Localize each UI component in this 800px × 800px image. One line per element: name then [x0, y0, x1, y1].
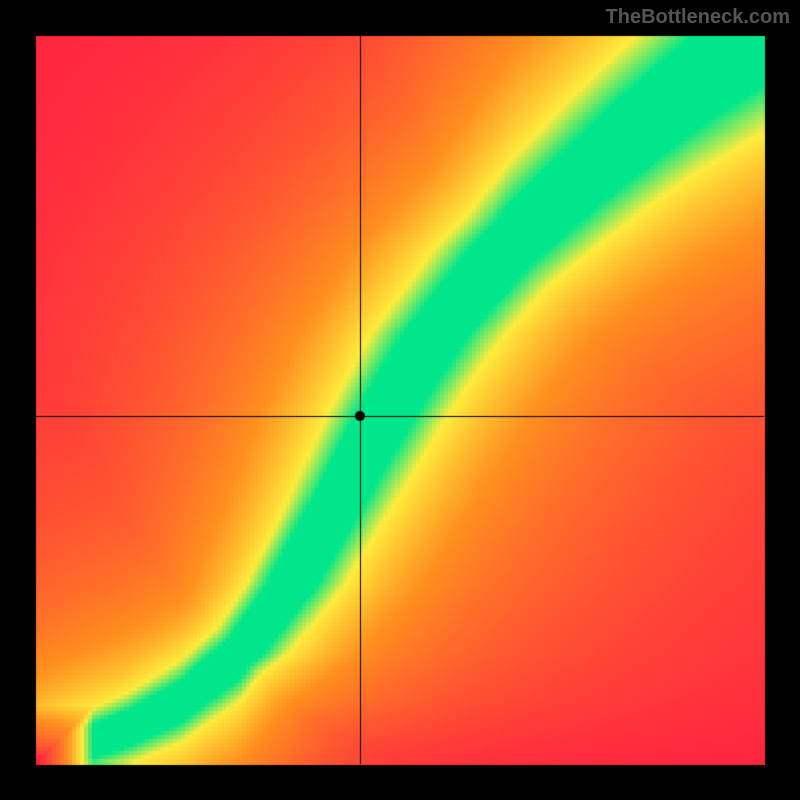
- chart-container: TheBottleneck.com: [0, 0, 800, 800]
- watermark-text: TheBottleneck.com: [606, 6, 790, 29]
- bottleneck-heatmap: [0, 0, 800, 800]
